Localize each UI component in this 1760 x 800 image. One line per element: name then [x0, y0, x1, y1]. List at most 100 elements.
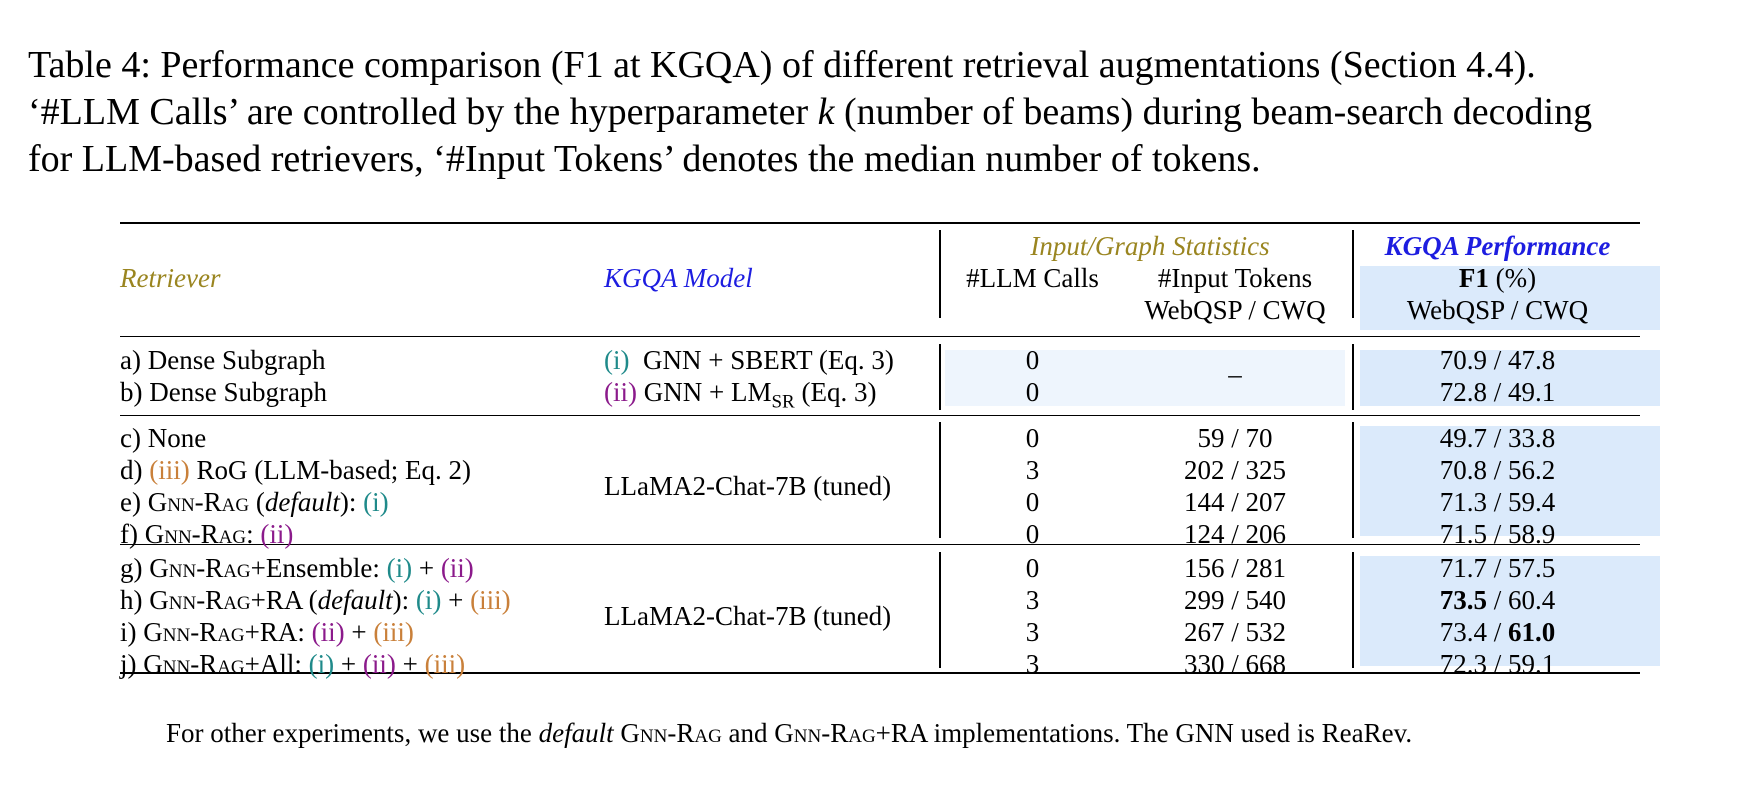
tag-i: (i) — [415, 585, 442, 615]
model-text: GNN + LM — [643, 377, 772, 407]
gnn-rag-name: Gnn-Rag — [144, 519, 247, 549]
row-b-calls: 0 — [1025, 377, 1040, 407]
group1-tokens-shade — [945, 350, 1345, 406]
group3-model: LLaMA2-Chat-7B (tuned) — [604, 601, 892, 631]
f1-best-cwq: 61.0 — [1508, 617, 1556, 647]
row-label: d) — [120, 455, 150, 485]
retriever-text: RoG (LLM-based; Eq. 2) — [189, 455, 471, 485]
header-f1-bold: F1 — [1458, 263, 1489, 293]
tag-ii: (ii) — [260, 519, 294, 549]
header-llm-calls: #LLM Calls — [966, 263, 1099, 293]
row-g-tokens: 156 / 281 — [1183, 553, 1286, 583]
f1-best-webqsp: 73.5 — [1439, 585, 1487, 615]
plus: + — [344, 617, 374, 647]
row-g-f1: 71.7 / 57.5 — [1439, 553, 1556, 583]
footnote-default: default — [538, 718, 614, 748]
vrule-g3-2 — [1352, 552, 1354, 668]
row-label: f) — [120, 519, 145, 549]
model-text: GNN + SBERT (Eq. 3) — [642, 345, 894, 375]
gnn-rag-name: Gnn-Rag — [143, 617, 245, 647]
tag-i: (i) — [386, 553, 413, 583]
row-i-f1: 73.4 / 61.0 — [1360, 616, 1635, 648]
retriever-text: : — [246, 519, 261, 549]
footnote-text: and — [721, 718, 775, 748]
header-rule — [120, 336, 1640, 337]
row-e-tokens: 144 / 207 — [1183, 487, 1286, 517]
row-h-retriever: h) Gnn-Rag+RA (default): (i) + (iii) — [120, 584, 511, 616]
caption-line-1: Table 4: Performance comparison (F1 at K… — [28, 44, 1536, 86]
row-d-tokens: 202 / 325 — [1183, 455, 1286, 485]
row-j-f1: 72.3 / 59.1 — [1439, 649, 1556, 679]
header-input-graph-stats: Input/Graph Statistics — [1030, 231, 1270, 261]
plus: + — [334, 649, 363, 679]
tag-ii: (ii) — [362, 649, 396, 679]
group1-f1-shade — [1360, 350, 1660, 406]
tag-iii: (iii) — [424, 649, 466, 679]
header-input-tokens: #Input Tokens — [1157, 263, 1313, 293]
row-b-retriever: b) Dense Subgraph — [120, 377, 327, 407]
row-g-retriever: g) Gnn-Rag+Ensemble: (i) + (ii) — [120, 552, 474, 584]
row-d-f1: 70.8 / 56.2 — [1439, 455, 1556, 485]
row-e-f1: 71.3 / 59.4 — [1439, 487, 1556, 517]
vrule-g1-2 — [1352, 344, 1354, 410]
caption-text: ‘#LLM Calls’ are controlled by the hyper… — [28, 91, 818, 133]
group1-tokens: – — [1228, 359, 1242, 389]
retriever-text: +RA: — [244, 617, 312, 647]
row-c-f1: 49.7 / 33.8 — [1439, 423, 1556, 453]
footnote-text: +RA implementations. The GNN used is Rea… — [875, 718, 1413, 748]
caption-line-3: for LLM-based retrievers, ‘#Input Tokens… — [28, 138, 1261, 180]
vrule-g2-2 — [1352, 422, 1354, 538]
row-j-calls: 3 — [1025, 649, 1040, 679]
vrule-g3-1 — [939, 552, 941, 668]
row-i-retriever: i) Gnn-Rag+RA: (ii) + (iii) — [120, 616, 414, 648]
tag-iii: (iii) — [470, 585, 511, 615]
header-retriever: Retriever — [120, 263, 221, 293]
row-h-tokens: 299 / 540 — [1183, 585, 1286, 615]
gnn-rag-name: Gnn-Rag — [774, 718, 876, 748]
retriever-text: +All: — [244, 649, 309, 679]
row-label: h) — [120, 585, 150, 615]
header-kgqa-model: KGQA Model — [604, 263, 753, 293]
plus: + — [412, 553, 441, 583]
model-sub: SR — [771, 391, 795, 413]
row-f-tokens: 124 / 206 — [1183, 519, 1286, 549]
caption-k: k — [817, 91, 835, 133]
row-c-calls: 0 — [1025, 423, 1040, 453]
tag-ii: (ii) — [440, 553, 474, 583]
tag-i: (i) — [308, 649, 335, 679]
retriever-text: ): — [392, 585, 416, 615]
tag-i: (i) — [604, 345, 630, 375]
row-label: j) — [120, 649, 144, 679]
row-b-f1: 72.8 / 49.1 — [1439, 377, 1556, 407]
default-text: default — [317, 585, 393, 615]
table-footnote: For other experiments, we use the defaul… — [166, 718, 1412, 749]
gnn-rag-name: Gnn-Rag — [620, 718, 722, 748]
vrule-header-2 — [1352, 230, 1354, 318]
gnn-rag-name: Gnn-Rag — [147, 487, 250, 517]
header-shade — [1360, 266, 1660, 330]
row-label: g) — [120, 553, 150, 583]
tag-i: (i) — [363, 487, 389, 517]
group2-rule — [120, 544, 1640, 545]
plus: + — [395, 649, 425, 679]
row-c-retriever: c) None — [120, 423, 207, 453]
row-a-calls: 0 — [1025, 345, 1040, 375]
row-a-f1: 70.9 / 47.8 — [1439, 345, 1556, 375]
row-a-model: (i) GNN + SBERT (Eq. 3) — [604, 344, 894, 376]
vrule-g2-1 — [939, 422, 941, 538]
header-f1-sub: WebQSP / CWQ — [1406, 295, 1589, 325]
retriever-text: ): — [339, 487, 364, 517]
row-label: e) — [120, 487, 148, 517]
row-f-retriever: f) Gnn-Rag: (ii) — [120, 518, 293, 550]
header-f1: F1 (%) — [1360, 262, 1635, 294]
group2-f1-shade — [1360, 426, 1660, 536]
group3-f1-shade — [1360, 556, 1660, 666]
results-table: Retriever KGQA Model Input/Graph Statist… — [120, 222, 1660, 712]
tag-ii: (ii) — [604, 377, 637, 407]
model-text: (Eq. 3) — [794, 377, 877, 407]
header-f1-rest: (%) — [1488, 263, 1537, 293]
table-caption: Table 4: Performance comparison (F1 at K… — [28, 42, 1738, 183]
gnn-rag-name: Gnn-Rag — [149, 585, 251, 615]
group2-model: LLaMA2-Chat-7B (tuned) — [604, 471, 892, 501]
row-i-tokens: 267 / 532 — [1183, 617, 1286, 647]
